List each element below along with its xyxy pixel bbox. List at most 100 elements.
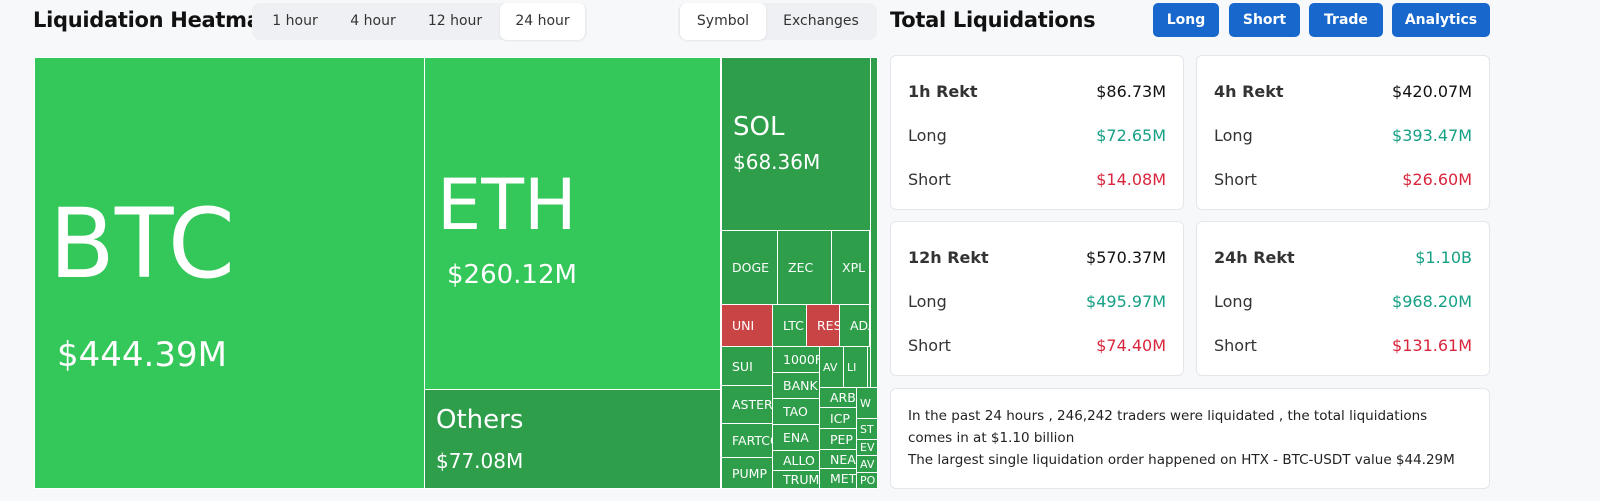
summary-text: In the past 24 hours , 246,242 traders w… <box>908 408 1428 446</box>
period-label: 4h Rekt <box>1214 82 1284 101</box>
tile-symbol: EV <box>860 441 875 454</box>
heatmap-tile[interactable]: AV <box>819 346 844 388</box>
row-value: $26.60M <box>1402 170 1472 189</box>
heatmap-tile[interactable]: MET <box>819 468 857 489</box>
row-label: Long <box>1214 292 1253 311</box>
row-label: Long <box>908 126 947 145</box>
heatmap-tile[interactable]: ARB <box>819 387 857 408</box>
button[interactable]: Long <box>1153 3 1219 37</box>
tile-symbol: FARTCO <box>732 433 772 448</box>
tile-symbol: 1000F <box>783 352 820 367</box>
tile-symbol: NEA <box>830 451 856 467</box>
heatmap-tile[interactable]: LI <box>843 346 868 388</box>
tab-active[interactable]: Symbol <box>680 3 766 40</box>
heatmap-tile[interactable]: ENA <box>772 424 820 451</box>
heatmap-tile[interactable]: BTC $444.39M <box>34 57 425 489</box>
heatmap-tile[interactable]: 1000F <box>772 346 820 373</box>
tile-symbol: AV <box>860 457 875 471</box>
period-label: 24h Rekt <box>1214 248 1295 267</box>
tab[interactable]: Exchanges <box>783 13 859 29</box>
tile-symbol: DOGE <box>732 260 770 275</box>
total-value: $1.10B <box>1415 248 1472 267</box>
heatmap-tile[interactable]: PO <box>856 472 878 489</box>
heatmap-tile[interactable]: SUI <box>721 346 773 386</box>
tile-symbol: ST <box>860 422 874 436</box>
heatmap-tile[interactable]: XPL <box>831 230 870 305</box>
tile-symbol: W <box>860 396 871 410</box>
button[interactable]: Short <box>1229 3 1300 37</box>
heatmap-tile[interactable]: ETH $260.12M <box>424 57 721 390</box>
heatmap-tile[interactable]: PEP <box>819 428 857 450</box>
row-label: Short <box>1214 336 1257 355</box>
time-tabs: 1 hour 4 hour 12 hour 24 hour <box>252 3 587 40</box>
heatmap-tile[interactable]: UNI <box>721 304 773 347</box>
tile-symbol: UNI <box>732 318 755 333</box>
heatmap: BTC $444.39M ETH $260.12M Others $77.08M SOL $6… <box>34 57 878 489</box>
tab[interactable]: 12 hour <box>427 13 483 29</box>
row-label: Short <box>908 336 951 355</box>
heatmap-tile[interactable]: BANK <box>772 372 820 399</box>
heatmap-tile[interactable]: ZEC <box>777 230 832 305</box>
totals-title: Total Liquidations <box>890 8 1096 32</box>
heatmap-tile[interactable]: AV <box>856 455 878 473</box>
heatmap-tile[interactable]: ALLO <box>772 450 820 471</box>
heatmap-tile[interactable]: EV <box>856 439 878 456</box>
total-value: $420.07M <box>1392 82 1472 101</box>
tile-symbol: ICP <box>830 410 850 426</box>
summary-card: In the past 24 hours , 246,242 traders w… <box>890 388 1490 489</box>
rekt-card: 24h Rekt $1.10B Long $968.20M Short $131.61M <box>1196 221 1490 376</box>
heatmap-tile[interactable]: ST <box>856 418 878 440</box>
row-label: Long <box>908 292 947 311</box>
rekt-card: 1h Rekt $86.73M Long $72.65M Short $14.08M <box>890 55 1184 210</box>
tile-symbol: ENA <box>783 430 809 445</box>
heatmap-tile[interactable]: Others $77.08M <box>424 389 721 489</box>
row-value: $131.61M <box>1392 336 1472 355</box>
heatmap-tile[interactable]: ASTER <box>721 385 773 424</box>
tile-symbol: PEP <box>830 431 853 447</box>
rekt-card: 12h Rekt $570.37M Long $495.97M Short $74.40M <box>890 221 1184 376</box>
tile-value: $68.36M <box>733 150 821 174</box>
tile-symbol: PUMP <box>732 465 768 481</box>
tile-symbol: MET <box>830 471 857 486</box>
tab-active[interactable]: 24 hour <box>500 3 585 40</box>
tile-symbol: SOL <box>733 112 785 142</box>
heatmap-tile[interactable]: TRUM <box>772 470 820 489</box>
heatmap-tile[interactable]: W <box>856 387 878 419</box>
heatmap-tile[interactable]: PUMP <box>721 457 773 489</box>
heatmap-tile[interactable]: LTC <box>772 304 807 347</box>
tile-symbol: ARB <box>830 390 856 405</box>
tile-symbol: TAO <box>783 404 808 419</box>
tile-symbol: TRUM <box>783 472 820 487</box>
tile-symbol: ETH <box>437 164 577 246</box>
heatmap-tile[interactable]: DOGE <box>721 230 778 305</box>
row-label: Short <box>908 170 951 189</box>
heatmap-tile[interactable]: ICP <box>819 407 857 429</box>
period-label: 1h Rekt <box>908 82 978 101</box>
row-value: $495.97M <box>1086 292 1166 311</box>
heatmap-tile[interactable]: NEA <box>819 449 857 469</box>
heatmap-tile[interactable]: TAO <box>772 398 820 425</box>
button[interactable]: Trade <box>1309 3 1383 37</box>
tile-symbol: XPL <box>842 260 866 275</box>
row-value: $72.65M <box>1096 126 1166 145</box>
tab[interactable]: 4 hour <box>350 13 396 29</box>
tile-symbol: ZEC <box>788 260 814 275</box>
button[interactable]: Analytics <box>1392 3 1490 37</box>
tile-symbol: BANK <box>783 378 818 393</box>
heatmap-tile[interactable]: RES <box>806 304 840 347</box>
tile-symbol: ASTER <box>732 397 773 412</box>
tile-symbol: PO <box>860 474 876 487</box>
tile-symbol: LTC <box>783 318 804 333</box>
tile-symbol: SUI <box>732 358 753 374</box>
tab[interactable]: 1 hour <box>272 13 318 29</box>
heatmap-tile[interactable]: SOL $68.36M <box>721 57 871 231</box>
heatmap-tile[interactable]: ADA <box>839 304 870 347</box>
tile-symbol: LI <box>847 360 857 374</box>
tile-symbol: ADA <box>850 318 869 333</box>
row-value: $393.47M <box>1392 126 1472 145</box>
tile-symbol: ALLO <box>783 453 815 468</box>
tile-symbol: BTC <box>49 188 235 300</box>
heatmap-tile[interactable]: FARTCO <box>721 423 773 458</box>
row-label: Short <box>1214 170 1257 189</box>
